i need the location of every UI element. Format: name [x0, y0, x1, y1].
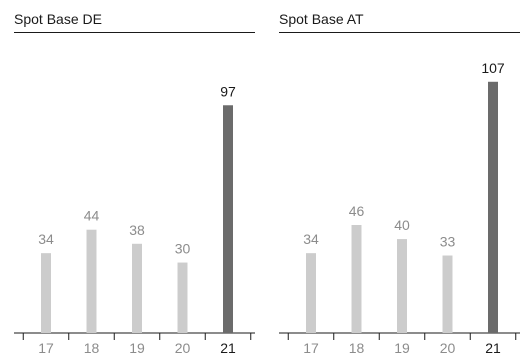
- bar-20: [442, 255, 453, 333]
- chart-title: Spot Base AT: [279, 11, 364, 27]
- data-label-17: 34: [303, 231, 319, 247]
- data-label-20: 30: [175, 241, 191, 257]
- tick-label-18: 18: [349, 340, 365, 353]
- data-label-21: 107: [481, 60, 505, 76]
- bar-18: [86, 229, 97, 333]
- tick-label-17: 17: [38, 340, 54, 353]
- plot-area: 34 17 46 18 40 19 33 20 107 21: [279, 60, 520, 353]
- data-label-17: 34: [38, 231, 54, 247]
- tick-label-20: 20: [175, 340, 191, 353]
- tick-label-20: 20: [440, 340, 456, 353]
- tick-label-19: 19: [129, 340, 145, 353]
- title-rule: [279, 32, 520, 33]
- bar-21: [223, 105, 233, 334]
- tick-label-19: 19: [394, 340, 410, 353]
- title-rule: [14, 32, 255, 33]
- data-label-18: 44: [84, 208, 100, 224]
- bar-17: [306, 253, 316, 333]
- bar-17: [41, 253, 51, 333]
- tick-label-18: 18: [84, 340, 100, 353]
- bar-19: [397, 239, 407, 333]
- data-label-21: 97: [220, 83, 236, 99]
- chart-spot-base-at: Spot Base AT 34 17 46 18 40 19 33 20 107 21: [279, 0, 520, 353]
- chart-title: Spot Base DE: [14, 11, 102, 27]
- tick-label-17: 17: [303, 340, 319, 353]
- data-label-19: 40: [394, 217, 410, 233]
- data-label-18: 46: [349, 203, 365, 219]
- tick-label-21: 21: [220, 340, 236, 353]
- data-label-20: 33: [440, 234, 456, 250]
- tick-label-21: 21: [485, 340, 501, 353]
- chart-spot-base-de: Spot Base DE 34 17 44 18 38 19 30 20 97 21: [14, 0, 255, 353]
- bar-19: [132, 243, 142, 333]
- bar-21: [488, 81, 498, 333]
- bar-20: [177, 262, 188, 333]
- data-label-19: 38: [129, 222, 145, 238]
- plot-area: 34 17 44 18 38 19 30 20 97 21: [14, 83, 255, 353]
- bar-18: [351, 225, 362, 333]
